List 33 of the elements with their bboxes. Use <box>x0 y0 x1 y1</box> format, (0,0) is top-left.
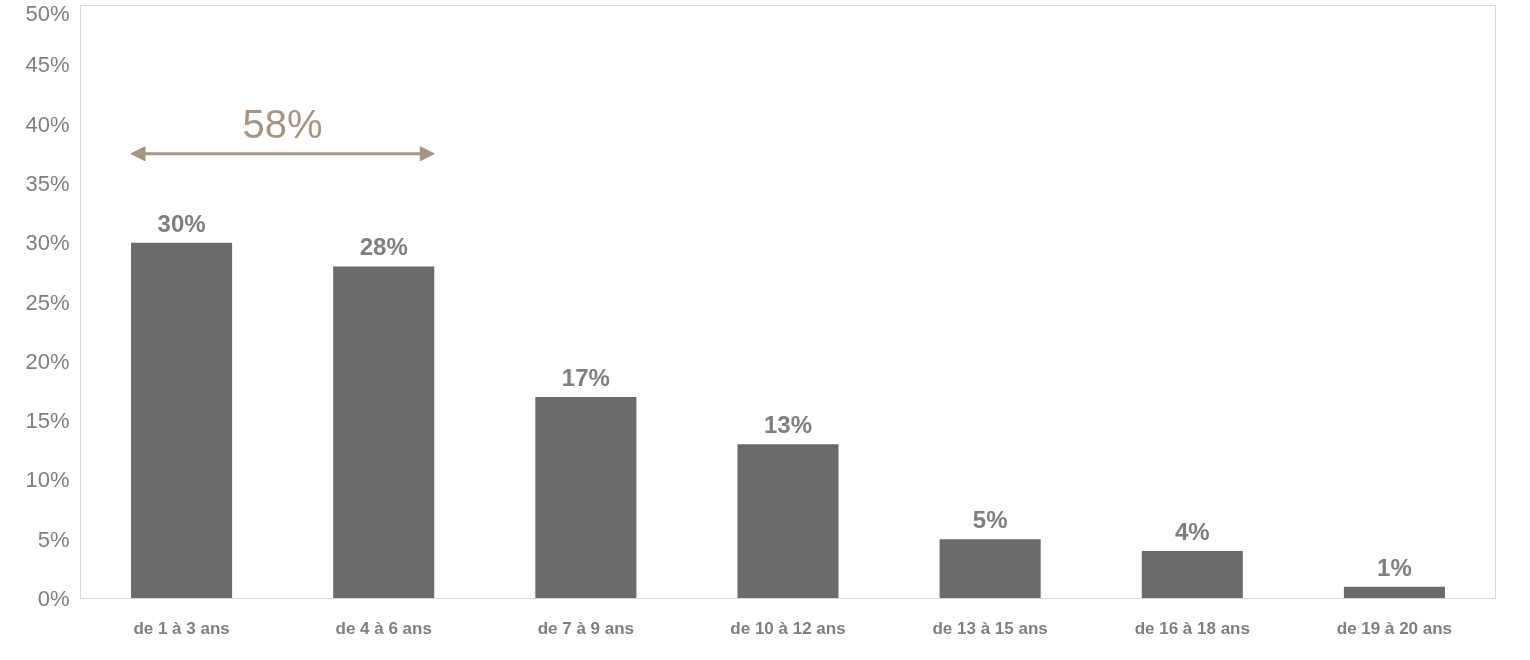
bar <box>939 539 1041 599</box>
bar <box>737 444 839 599</box>
bar <box>131 242 233 599</box>
x-tick-label: de 16 à 18 ans <box>1134 618 1250 638</box>
bar <box>333 266 435 599</box>
y-tick-label: 45% <box>25 52 70 78</box>
y-tick-label: 50% <box>25 0 70 26</box>
bar <box>535 396 637 599</box>
x-tick-label: de 19 à 20 ans <box>1336 618 1453 638</box>
bar <box>1343 586 1445 599</box>
y-tick-label: 0% <box>37 586 70 611</box>
y-tick-label: 5% <box>37 526 70 552</box>
x-tick-label: de 1 à 3 ans <box>133 618 230 638</box>
data-label: 13% <box>763 411 813 439</box>
data-label: 4% <box>1174 518 1210 546</box>
y-tick-label: 10% <box>25 467 70 493</box>
x-tick-label: de 7 à 9 ans <box>537 618 635 638</box>
data-label: 17% <box>561 363 610 391</box>
y-tick-label: 15% <box>25 408 70 434</box>
y-tick-label: 40% <box>25 111 70 137</box>
bar <box>1141 551 1243 599</box>
y-tick-label: 20% <box>25 348 70 374</box>
x-tick-label: de 4 à 6 ans <box>335 618 432 638</box>
data-label: 5% <box>972 506 1008 534</box>
annotation: 58% <box>242 101 323 146</box>
x-tick-label: de 13 à 15 ans <box>932 618 1048 638</box>
data-label: 1% <box>1377 553 1412 581</box>
data-label: 28% <box>359 233 408 261</box>
data-label: 30% <box>157 209 206 237</box>
y-tick-label: 30% <box>25 230 70 256</box>
y-tick-label: 25% <box>25 289 70 315</box>
x-tick-label: de 10 à 12 ans <box>730 618 846 638</box>
y-tick-label: 35% <box>25 170 70 196</box>
